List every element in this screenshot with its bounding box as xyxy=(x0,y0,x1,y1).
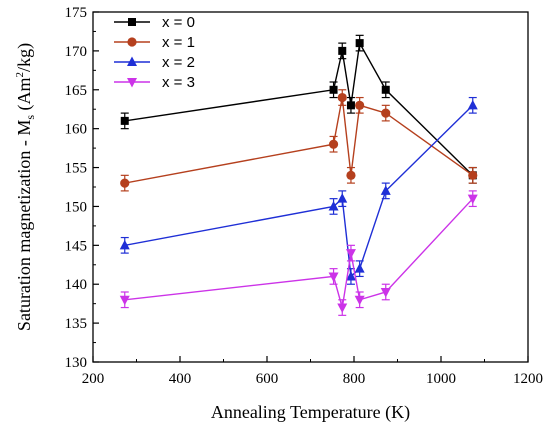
y-tick-label: 130 xyxy=(65,355,88,371)
legend: x = 0 x = 1 x = 2 x = 3 xyxy=(114,14,195,91)
data-point xyxy=(467,194,478,205)
data-point xyxy=(355,100,365,110)
legend-entry: x = 2 xyxy=(114,54,195,71)
data-point xyxy=(380,288,391,298)
plot-content xyxy=(119,34,478,316)
data-point xyxy=(381,108,391,118)
data-point xyxy=(328,200,339,211)
plot-frame xyxy=(92,11,529,363)
legend-label: x = 3 xyxy=(162,74,195,91)
data-point xyxy=(127,37,137,47)
data-point xyxy=(380,185,391,195)
data-point xyxy=(328,139,339,149)
data-point xyxy=(127,56,137,66)
data-point xyxy=(128,18,136,26)
y-tick-label: 140 xyxy=(65,277,88,293)
y-axis-title-unit-superscript: 2 xyxy=(14,72,26,78)
x-axis-title: Annealing Temperature (K) xyxy=(211,402,410,423)
x-tick-label: 600 xyxy=(256,371,279,387)
x-tick-label: 200 xyxy=(82,371,105,387)
y-tick-label: 170 xyxy=(65,44,88,60)
data-point xyxy=(120,116,129,125)
data-point xyxy=(355,39,364,48)
data-point xyxy=(346,170,356,180)
series xyxy=(120,89,478,192)
data-point xyxy=(337,303,348,314)
data-point xyxy=(467,99,478,110)
x-tick-label: 1200 xyxy=(513,371,543,387)
data-point xyxy=(337,193,348,203)
y-tick-label: 145 xyxy=(65,238,88,254)
x-tick-label: 1000 xyxy=(426,371,456,387)
legend-label: x = 1 xyxy=(162,34,195,51)
x-tick-label: 800 xyxy=(343,371,366,387)
series-line xyxy=(124,198,474,308)
legend-entry: x = 3 xyxy=(114,74,195,91)
data-point xyxy=(381,85,390,94)
y-axis-title: Saturation magnetization - Ms (Am2/kg) xyxy=(14,43,37,331)
data-point xyxy=(354,263,365,273)
series xyxy=(119,190,478,316)
data-point xyxy=(119,295,130,306)
data-point xyxy=(328,272,339,282)
y-tick-label: 150 xyxy=(65,199,88,215)
x-tick-label: 400 xyxy=(169,371,192,387)
y-axis-title-unit-open: (Am xyxy=(14,77,35,115)
data-point xyxy=(120,178,130,188)
data-point xyxy=(346,101,355,110)
data-point xyxy=(329,85,338,94)
series-line xyxy=(124,104,474,278)
y-tick-label: 135 xyxy=(65,316,88,332)
data-point xyxy=(127,78,137,88)
y-tick-label: 175 xyxy=(65,5,88,21)
legend-label: x = 2 xyxy=(162,54,195,71)
y-axis-title-main: Saturation magnetization - M xyxy=(14,120,34,331)
data-point xyxy=(119,239,130,250)
data-point xyxy=(345,270,356,281)
series-line xyxy=(124,97,474,184)
legend-label: x = 0 xyxy=(162,14,195,31)
data-point xyxy=(337,92,347,103)
legend-entry: x = 0 xyxy=(114,14,195,31)
data-point xyxy=(468,170,478,180)
y-tick-label: 165 xyxy=(65,83,88,99)
legend-entry: x = 1 xyxy=(114,34,195,51)
axis-ticks: 200 400 600 800 1000 1200 130 135 140 145 150 155 16… xyxy=(65,5,544,387)
y-axis-title-subscript: s xyxy=(23,115,37,120)
series xyxy=(119,96,478,285)
data-point xyxy=(345,249,356,259)
y-tick-label: 155 xyxy=(65,161,88,177)
data-point xyxy=(354,295,365,306)
y-tick-label: 160 xyxy=(65,122,88,138)
data-point xyxy=(338,46,347,55)
y-axis-title-unit-close: /kg) xyxy=(14,43,35,72)
